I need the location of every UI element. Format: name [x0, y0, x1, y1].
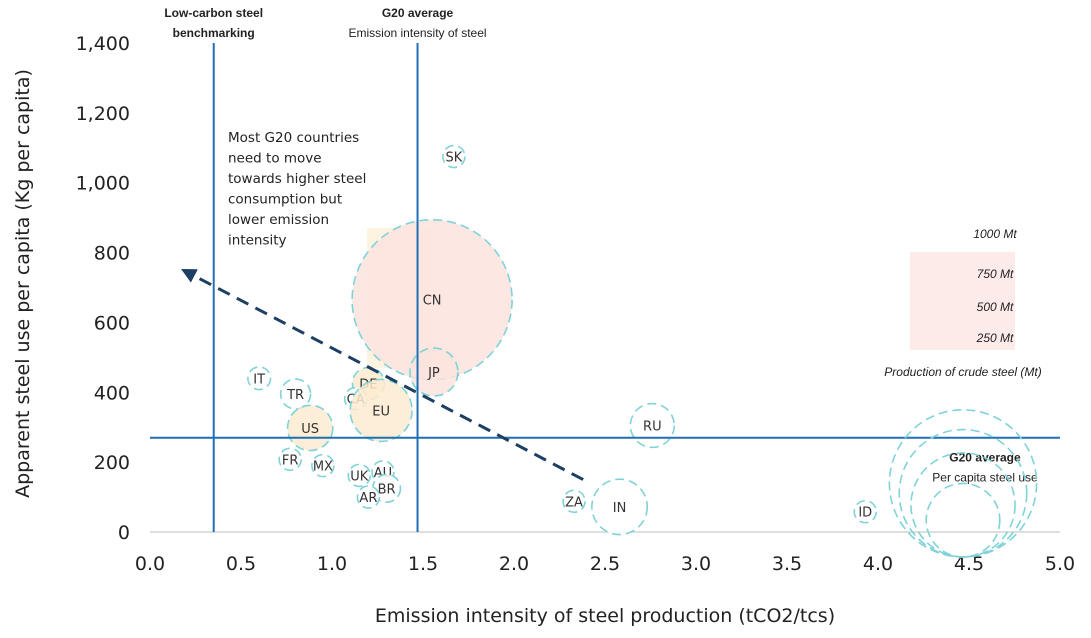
vline-title: G20 average	[382, 6, 454, 20]
reference-lines: G20 average Per capita steel use Low-carbo…	[150, 6, 1060, 532]
legend-bubble	[910, 452, 1016, 558]
note-line: towards higher steel	[228, 171, 366, 187]
legend-size-label: 250 Mt	[976, 331, 1014, 345]
legend-title: Production of crude steel (Mt)	[884, 365, 1041, 379]
point-label: AR	[359, 491, 377, 506]
y-tick-label: 200	[94, 452, 130, 474]
point-label: EU	[372, 404, 390, 419]
legend-size-label: 1000 Mt	[973, 227, 1017, 241]
bubble-id	[853, 499, 878, 524]
point-label: JP	[427, 366, 440, 381]
y-tick-label: 1,000	[76, 173, 130, 195]
point-label: RU	[643, 419, 662, 434]
legend-bubble	[925, 482, 1001, 558]
axes: 0.0 0.5 1.0 1.5 2.0 2.5 3.0 3.5 4.0 4.5 5.0 0 200 400…	[12, 33, 1075, 627]
bubble-in	[591, 478, 649, 536]
x-tick-label: 0.0	[135, 553, 165, 575]
point-label: IT	[253, 372, 265, 387]
point-label: UK	[350, 469, 369, 484]
size-legend: 1000 Mt 750 Mt 500 Mt 250 Mt Production of c…	[884, 227, 1042, 558]
bubble-uk	[347, 463, 372, 488]
x-tick-label: 1.5	[408, 553, 438, 575]
x-tick-label: 3.0	[681, 553, 711, 575]
bubble-tr	[279, 378, 312, 410]
y-axis-title: Apparent steel use per capita (Kg per ca…	[12, 69, 34, 498]
y-tick-label: 600	[94, 312, 130, 334]
x-tick-label: 1.0	[317, 553, 347, 575]
x-tick-label: 3.5	[772, 553, 802, 575]
point-label: ZA	[565, 495, 583, 510]
vline-title: Low-carbon steel	[164, 6, 263, 20]
vline-subtitle: Emission intensity of steel	[349, 26, 487, 40]
y-tick-label: 0	[118, 522, 130, 544]
x-tick-label: 4.0	[863, 553, 893, 575]
point-label: CN	[423, 294, 442, 309]
x-tick-label: 2.5	[590, 553, 620, 575]
y-tick-label: 1,400	[76, 33, 130, 55]
point-label: IN	[613, 501, 627, 516]
x-tick-label: 4.5	[954, 553, 984, 575]
trend-arrow	[181, 268, 584, 481]
bubble-za	[562, 489, 586, 514]
legend-size-label: 750 Mt	[977, 267, 1014, 281]
bubble-cn	[351, 218, 513, 381]
note-line: need to move	[228, 151, 322, 167]
note-line: consumption but	[228, 192, 342, 208]
y-tick-label: 1,200	[76, 103, 130, 125]
x-tick-label: 5.0	[1045, 553, 1075, 575]
legend-size-label: 500 Mt	[977, 300, 1014, 314]
bubble-it	[247, 366, 272, 391]
bubble-jp	[409, 347, 459, 397]
point-label: TR	[286, 388, 304, 403]
note-line: intensity	[228, 233, 287, 249]
point-label: SK	[446, 151, 463, 166]
bubble-eu	[349, 378, 413, 443]
point-label: ID	[858, 506, 872, 521]
y-tick-label: 400	[94, 382, 130, 404]
bubble-ru	[629, 402, 676, 449]
x-tick-label: 0.5	[226, 553, 256, 575]
bubble-ar	[356, 485, 381, 509]
bubble-fr	[278, 447, 302, 472]
note-line: lower emission	[228, 212, 329, 228]
x-axis-title: Emission intensity of steel production (…	[375, 605, 835, 627]
y-tick-label: 800	[94, 243, 130, 265]
note-line: Most G20 countries	[228, 130, 359, 146]
bubble-us	[286, 404, 334, 452]
vline-title: benchmarking	[173, 26, 255, 40]
legend-shade	[910, 252, 1015, 350]
point-label: US	[301, 422, 319, 437]
bubble-mx	[311, 453, 335, 478]
bubbles-layer: SKCNJPITTRDECAEUUSRUFRMXUKAUBRARZAINID	[247, 144, 878, 536]
point-label: MX	[313, 460, 333, 475]
point-label: BR	[378, 482, 396, 497]
x-tick-label: 2.0	[499, 553, 529, 575]
legend-bubble	[898, 428, 1028, 558]
annotations: Most G20 countries need to move towards hi…	[181, 130, 584, 481]
bubble-sk	[442, 144, 466, 169]
point-label: FR	[282, 453, 299, 468]
hline-subtitle: Per capita steel use	[932, 471, 1038, 485]
